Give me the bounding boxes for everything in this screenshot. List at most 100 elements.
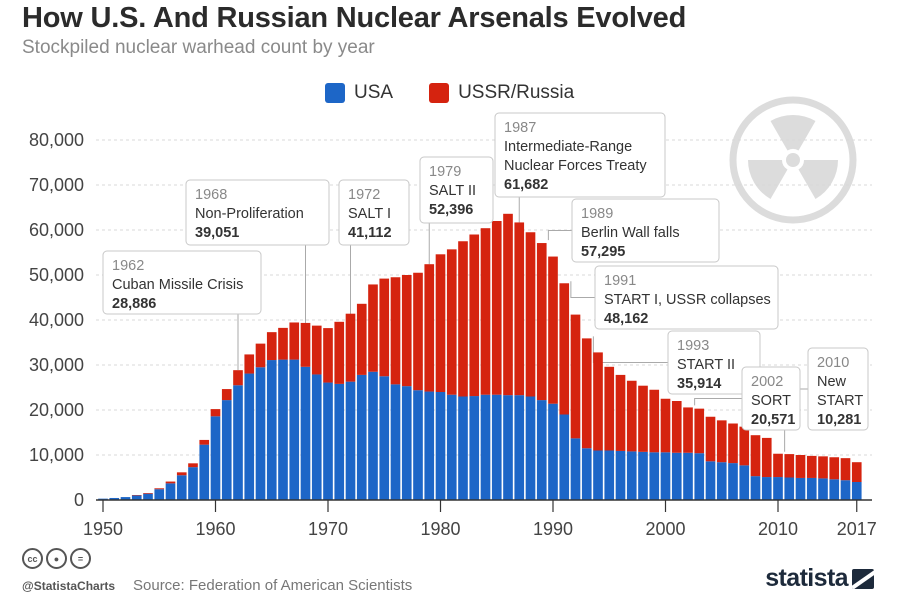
x-tick-label: 2000 xyxy=(645,519,685,539)
creative-commons-icons: cc ● = xyxy=(22,548,94,569)
bar-usa xyxy=(143,493,153,500)
y-tick-label: 60,000 xyxy=(29,220,84,240)
bar-usa xyxy=(671,452,682,500)
annotation-label: New xyxy=(817,374,847,390)
bar-ussr xyxy=(548,256,558,404)
bar-usa xyxy=(131,495,142,500)
x-tick-label: 1980 xyxy=(420,519,460,539)
x-axis: 1950 1960 1970 1980 1990 2000 2010 2017 xyxy=(83,499,877,539)
bar-ussr xyxy=(345,313,356,382)
bar-usa xyxy=(199,444,210,500)
bar-usa xyxy=(536,400,547,500)
annotation-label: Cuban Missile Crisis xyxy=(112,277,243,293)
annotation-year: 1991 xyxy=(604,273,636,289)
bar-usa xyxy=(356,374,367,500)
attribution-icon: ● xyxy=(46,548,67,569)
legend-item-usa: USA xyxy=(325,82,393,104)
annotation-year: 2010 xyxy=(817,355,849,371)
legend-swatch-ussr xyxy=(429,83,450,103)
annotation-box xyxy=(807,347,869,431)
bar-ussr xyxy=(199,439,210,445)
bar-ussr xyxy=(435,254,446,392)
y-tick-label: 30,000 xyxy=(29,355,84,375)
radiation-icon xyxy=(729,96,857,224)
bar-ussr xyxy=(244,354,255,374)
annotation-year: 1962 xyxy=(112,258,144,274)
cc-icon: cc xyxy=(22,548,43,569)
x-tick-label: 2017 xyxy=(837,519,877,539)
bar-ussr xyxy=(424,264,435,392)
bar-usa xyxy=(548,403,558,500)
statista-logo-icon xyxy=(852,568,874,589)
annotation-label: Nuclear Forces Treaty xyxy=(504,158,647,174)
bar-usa xyxy=(638,451,648,500)
bar-ussr xyxy=(829,457,840,480)
bar-ussr xyxy=(750,435,761,477)
y-tick-label: 0 xyxy=(74,490,84,510)
annotation-box xyxy=(419,156,494,224)
annotation-box xyxy=(667,330,761,395)
y-tick-label: 10,000 xyxy=(29,445,84,465)
bar-ussr xyxy=(311,325,322,375)
annotation-label: START I, USSR collapses xyxy=(604,292,771,308)
bar-usa xyxy=(615,450,626,500)
bar-usa xyxy=(109,497,120,500)
bar-ussr xyxy=(671,401,682,453)
bar-ussr xyxy=(570,314,581,439)
bar-ussr xyxy=(300,322,311,367)
bar-ussr xyxy=(143,493,153,494)
bar-usa xyxy=(773,477,783,500)
bar-usa xyxy=(289,359,300,500)
bar-ussr xyxy=(581,338,592,449)
bar-usa xyxy=(480,394,491,500)
statista-logo[interactable]: statista xyxy=(765,564,874,593)
bar-ussr xyxy=(761,437,772,478)
bar-ussr xyxy=(773,453,783,478)
bar-usa xyxy=(716,462,727,500)
annotation-label: SORT xyxy=(751,393,791,409)
bar-usa xyxy=(806,477,817,500)
bar-ussr xyxy=(368,284,378,372)
bar-usa xyxy=(368,371,378,500)
bar-usa xyxy=(649,452,660,500)
bar-usa xyxy=(660,452,671,500)
bar-usa xyxy=(379,376,390,500)
bars xyxy=(98,213,862,500)
y-axis: 0 10,000 20,000 30,000 40,000 50,000 60,000 70,… xyxy=(29,130,84,510)
annotation-value: 52,396 xyxy=(429,202,473,218)
bar-usa xyxy=(761,477,772,500)
bar-usa xyxy=(458,396,468,500)
bar-ussr xyxy=(233,370,243,386)
bar-usa xyxy=(604,450,615,500)
annotation-label: SALT I xyxy=(348,206,391,222)
bar-usa xyxy=(188,467,198,500)
bar-ussr xyxy=(739,426,750,466)
annotation-value: 10,281 xyxy=(817,412,861,428)
bar-ussr xyxy=(694,408,705,454)
annotation-value: 28,886 xyxy=(112,296,156,312)
bar-usa xyxy=(626,451,637,500)
y-tick-label: 40,000 xyxy=(29,310,84,330)
bar-usa xyxy=(323,382,333,500)
bar-usa xyxy=(694,453,705,500)
bar-ussr xyxy=(379,278,390,377)
bar-ussr xyxy=(649,389,660,453)
bar-usa xyxy=(503,395,513,500)
radiation-blade xyxy=(770,115,816,151)
annotation-2002: 2002 SORT 20,571 xyxy=(741,366,801,431)
bar-usa xyxy=(840,480,851,500)
annotation-year: 1987 xyxy=(504,120,536,136)
bar-ussr xyxy=(728,423,738,464)
leader-line xyxy=(547,230,572,241)
annotation-box xyxy=(571,198,720,263)
annotation-year: 1968 xyxy=(195,187,227,203)
bar-ussr xyxy=(593,352,603,451)
radiation-ring xyxy=(729,96,857,224)
annotation-label: Berlin Wall falls xyxy=(581,225,680,241)
bar-ussr xyxy=(626,380,637,452)
radiation-center xyxy=(786,153,800,167)
annotation-1989: 1989 Berlin Wall falls 57,295 xyxy=(571,198,720,263)
bar-usa xyxy=(435,392,446,500)
bar-usa xyxy=(829,479,840,500)
bar-ussr xyxy=(278,327,288,360)
